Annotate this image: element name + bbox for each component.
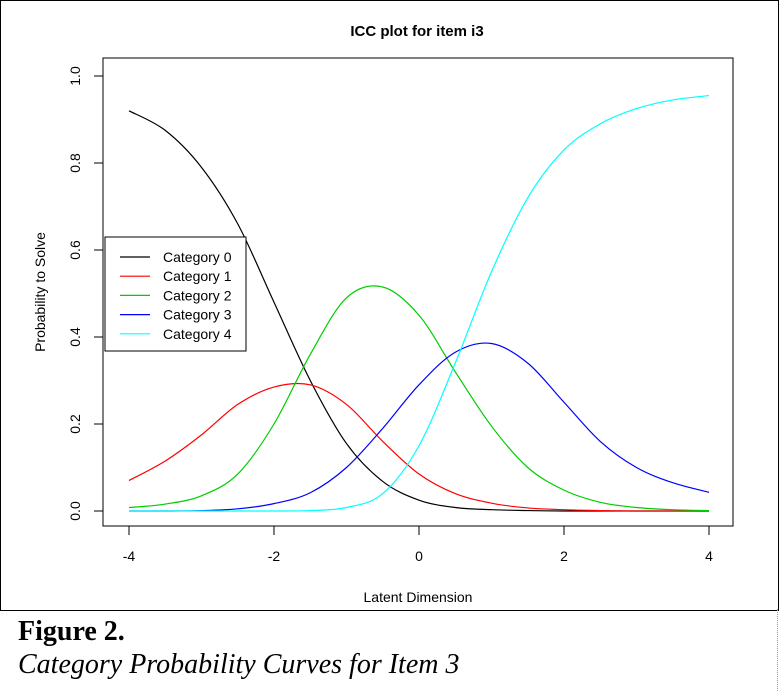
y-tick-label: 0.0	[67, 501, 83, 521]
series-line-category-2	[128, 285, 710, 512]
x-tick-label: 2	[560, 548, 568, 564]
y-axis-label: Probability to Solve	[32, 232, 48, 352]
legend: Category 0 Category 1 Category 2 Category 3…	[104, 236, 247, 352]
x-tick-label: 0	[415, 548, 423, 564]
chart-title: ICC plot for item i3	[350, 23, 483, 40]
figure-number: Figure 2.	[18, 616, 125, 647]
x-tick-label: 4	[705, 548, 713, 564]
figure-caption: Figure 2. Category Probability Curves fo…	[18, 616, 778, 682]
page-edge-divider	[777, 609, 778, 691]
series-line-category-1	[128, 382, 709, 512]
legend-box	[104, 236, 247, 352]
series-line-category-4	[129, 94, 710, 512]
series-line-category-3	[128, 342, 710, 512]
x-axis-label: Latent Dimension	[364, 589, 473, 605]
icc-chart: ICC plot for item i3 -4 -2 0 2 4 0.00.20.40.…	[32, 23, 734, 605]
x-tick-label: -2	[268, 548, 281, 564]
y-tick-label: 0.8	[67, 153, 83, 173]
legend-label: Category 1	[163, 268, 232, 284]
y-tick-label: 0.6	[67, 240, 83, 260]
x-axis: -4 -2 0 2 4	[123, 525, 713, 564]
legend-label: Category 0	[163, 249, 232, 265]
y-tick-label: 0.4	[67, 327, 83, 347]
legend-label: Category 4	[163, 326, 232, 342]
legend-label: Category 2	[163, 287, 232, 303]
y-tick-label: 1.0	[67, 66, 83, 86]
y-axis: 0.0 0.2 0.4 0.6 0.8 1.0	[67, 66, 104, 521]
x-tick-label: -4	[123, 548, 136, 564]
legend-label: Category 3	[163, 307, 232, 323]
series-lines	[128, 94, 710, 512]
y-tick-label: 0.2	[67, 414, 83, 434]
figure-title: Category Probability Curves for Item 3	[18, 649, 460, 680]
